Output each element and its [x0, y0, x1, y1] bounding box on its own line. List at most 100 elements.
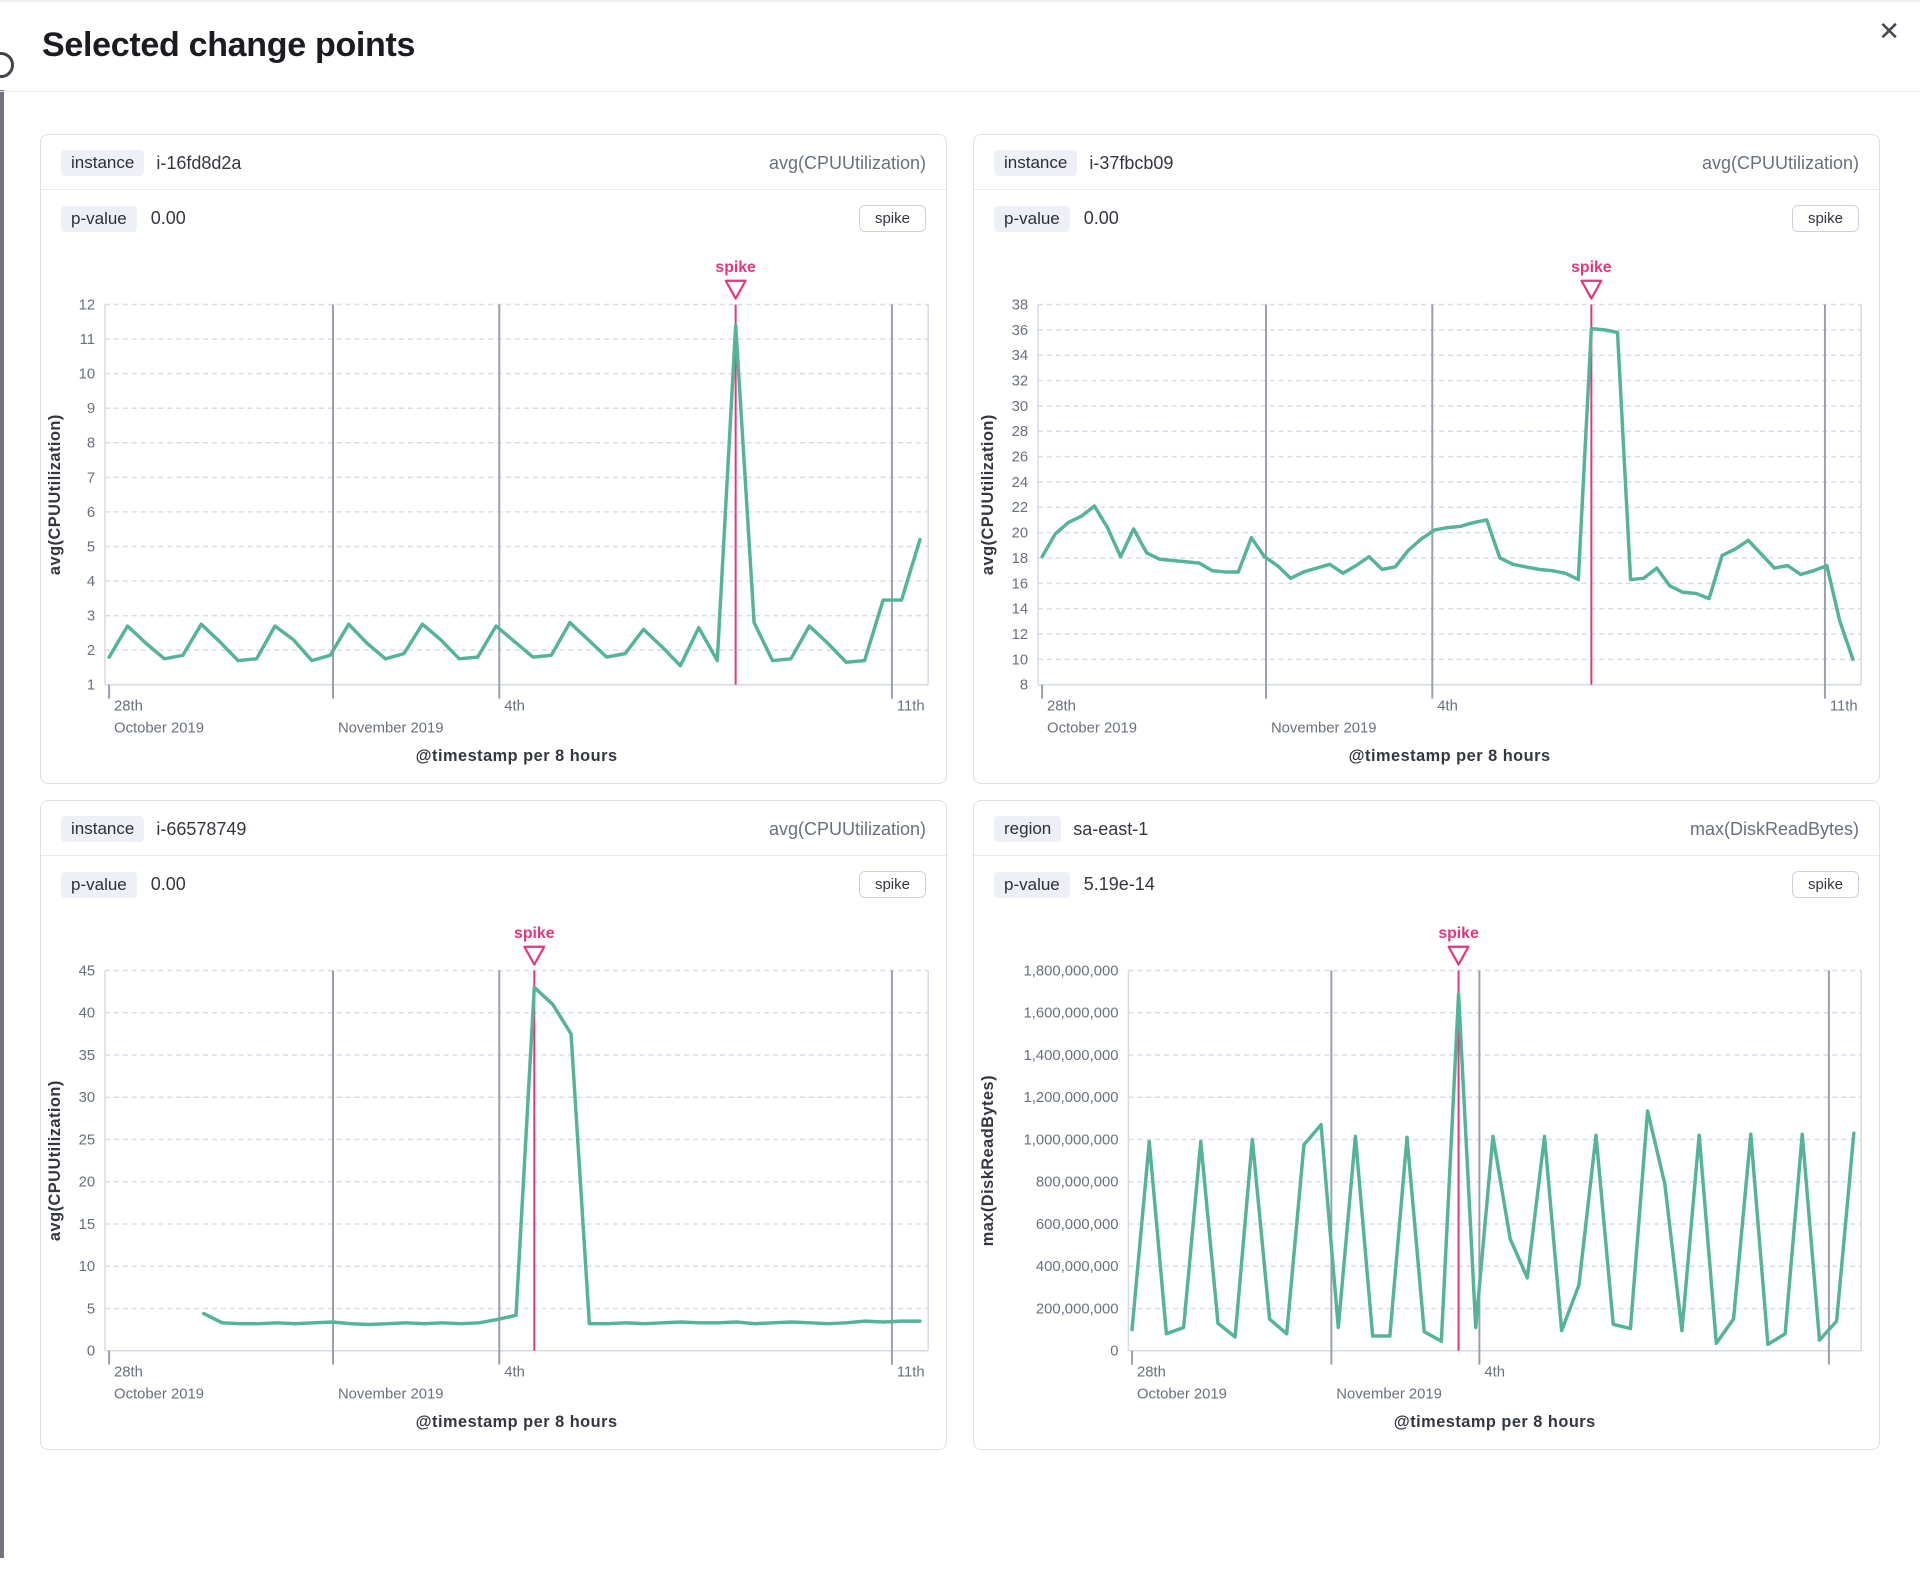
svg-text:11th: 11th	[897, 1364, 925, 1380]
card-meta: p-value 5.19e-14 spike	[974, 856, 1879, 902]
svg-text:7: 7	[87, 470, 95, 486]
svg-text:200,000,000: 200,000,000	[1036, 1301, 1119, 1317]
svg-text:1,200,000,000: 1,200,000,000	[1024, 1090, 1119, 1106]
background-page-artifact	[0, 52, 14, 78]
svg-text:5: 5	[87, 1301, 95, 1317]
metric-label: max(DiskReadBytes)	[1689, 818, 1859, 839]
svg-text:400,000,000: 400,000,000	[1036, 1259, 1119, 1275]
change-point-card-3: instance i-66578749 avg(CPUUtilization) …	[40, 800, 947, 1450]
svg-text:avg(CPUUtilization): avg(CPUUtilization)	[979, 414, 997, 575]
svg-text:26: 26	[1012, 450, 1029, 466]
metric-label: avg(CPUUtilization)	[768, 152, 926, 173]
p-value-badge: p-value	[61, 205, 137, 232]
svg-text:spike: spike	[1438, 925, 1479, 942]
background-page-edge	[0, 90, 4, 1558]
svg-text:40: 40	[79, 1006, 96, 1022]
svg-text:18: 18	[1012, 551, 1029, 567]
field-value: i-37fbcb09	[1089, 152, 1174, 173]
svg-text:34: 34	[1012, 348, 1029, 364]
page-title: Selected change points	[42, 26, 416, 64]
svg-text:October 2019: October 2019	[1047, 720, 1137, 736]
svg-text:spike: spike	[715, 259, 756, 276]
svg-text:4th: 4th	[504, 698, 525, 714]
close-icon[interactable]: ✕	[1874, 14, 1904, 48]
svg-text:600,000,000: 600,000,000	[1036, 1217, 1119, 1233]
p-value: 0.00	[1083, 208, 1119, 228]
svg-text:November 2019: November 2019	[1336, 1386, 1442, 1402]
svg-text:@timestamp per 8 hours: @timestamp per 8 hours	[1394, 1413, 1596, 1431]
metric-label: avg(CPUUtilization)	[768, 818, 926, 839]
svg-text:11th: 11th	[1830, 698, 1858, 714]
svg-text:3: 3	[87, 609, 95, 625]
svg-text:32: 32	[1012, 374, 1029, 390]
svg-text:6: 6	[87, 505, 95, 521]
svg-text:10: 10	[79, 367, 96, 383]
field-value: sa-east-1	[1073, 818, 1149, 839]
change-type-button[interactable]: spike	[858, 871, 926, 898]
svg-text:1,600,000,000: 1,600,000,000	[1024, 1006, 1119, 1022]
svg-text:0: 0	[87, 1344, 95, 1360]
change-type-button[interactable]: spike	[1791, 871, 1859, 898]
card-header: region sa-east-1 max(DiskReadBytes)	[974, 801, 1879, 855]
field-value: i-16fd8d2a	[156, 152, 242, 173]
chart[interactable]: 28th October 2019 November 2019 4th 11th 0 5 10…	[41, 902, 946, 1449]
svg-text:22: 22	[1012, 500, 1029, 516]
change-point-card-2: instance i-37fbcb09 avg(CPUUtilization) …	[973, 134, 1880, 784]
svg-text:max(DiskReadBytes): max(DiskReadBytes)	[979, 1075, 997, 1246]
card-meta: p-value 0.00 spike	[41, 856, 946, 902]
svg-text:avg(CPUUtilization): avg(CPUUtilization)	[46, 414, 64, 575]
svg-text:9: 9	[87, 401, 95, 417]
change-type-button[interactable]: spike	[858, 205, 926, 232]
svg-text:8: 8	[1020, 678, 1028, 694]
svg-text:800,000,000: 800,000,000	[1036, 1175, 1119, 1191]
svg-text:12: 12	[79, 297, 96, 313]
svg-text:1,400,000,000: 1,400,000,000	[1024, 1048, 1119, 1064]
svg-text:4th: 4th	[504, 1364, 525, 1380]
svg-text:11th: 11th	[897, 698, 925, 714]
svg-text:4th: 4th	[1437, 698, 1458, 714]
svg-text:November 2019: November 2019	[338, 1386, 444, 1402]
p-value: 0.00	[150, 874, 186, 894]
field-badge: instance	[61, 150, 145, 176]
svg-text:October 2019: October 2019	[1137, 1386, 1227, 1402]
chart[interactable]: 28th October 2019 November 2019 4th 0 200,000…	[974, 902, 1879, 1449]
metric-label: avg(CPUUtilization)	[1701, 152, 1859, 173]
svg-text:16: 16	[1012, 576, 1029, 592]
svg-text:30: 30	[79, 1090, 96, 1106]
svg-text:15: 15	[79, 1217, 96, 1233]
svg-text:45: 45	[79, 963, 96, 979]
change-type-button[interactable]: spike	[1791, 205, 1859, 232]
p-value-badge: p-value	[61, 871, 137, 898]
svg-text:1,000,000,000: 1,000,000,000	[1024, 1132, 1119, 1148]
svg-text:October 2019: October 2019	[114, 1386, 204, 1402]
svg-text:20: 20	[1012, 526, 1029, 542]
p-value-badge: p-value	[994, 205, 1070, 232]
divider	[41, 855, 946, 856]
field-badge: region	[994, 816, 1062, 842]
card-meta: p-value 0.00 spike	[41, 190, 946, 236]
svg-text:@timestamp per 8 hours: @timestamp per 8 hours	[416, 747, 618, 765]
svg-text:38: 38	[1012, 297, 1029, 313]
chart[interactable]: 28th October 2019 November 2019 4th 11th 1 2 3 4…	[41, 236, 946, 783]
modal-header: Selected change points ✕	[0, 2, 1920, 92]
svg-text:30: 30	[1012, 399, 1029, 415]
card-header: instance i-16fd8d2a avg(CPUUtilization)	[41, 135, 946, 189]
cards-grid: instance i-16fd8d2a avg(CPUUtilization) …	[0, 92, 1920, 1510]
svg-text:35: 35	[79, 1048, 96, 1064]
svg-text:14: 14	[1012, 602, 1029, 618]
svg-text:2: 2	[87, 643, 95, 659]
divider	[974, 855, 1879, 856]
chart[interactable]: 28th October 2019 November 2019 4th 11th 8 10 1…	[974, 236, 1879, 783]
svg-text:4: 4	[87, 574, 95, 590]
svg-text:1: 1	[87, 678, 95, 694]
svg-text:November 2019: November 2019	[338, 720, 444, 736]
card-header: instance i-37fbcb09 avg(CPUUtilization)	[974, 135, 1879, 189]
svg-text:@timestamp per 8 hours: @timestamp per 8 hours	[1349, 747, 1551, 765]
svg-text:8: 8	[87, 436, 95, 452]
svg-text:spike: spike	[1571, 259, 1612, 276]
p-value-badge: p-value	[994, 871, 1070, 898]
field-value: i-66578749	[156, 818, 247, 839]
svg-text:1,800,000,000: 1,800,000,000	[1024, 963, 1119, 979]
p-value: 5.19e-14	[1083, 874, 1155, 894]
